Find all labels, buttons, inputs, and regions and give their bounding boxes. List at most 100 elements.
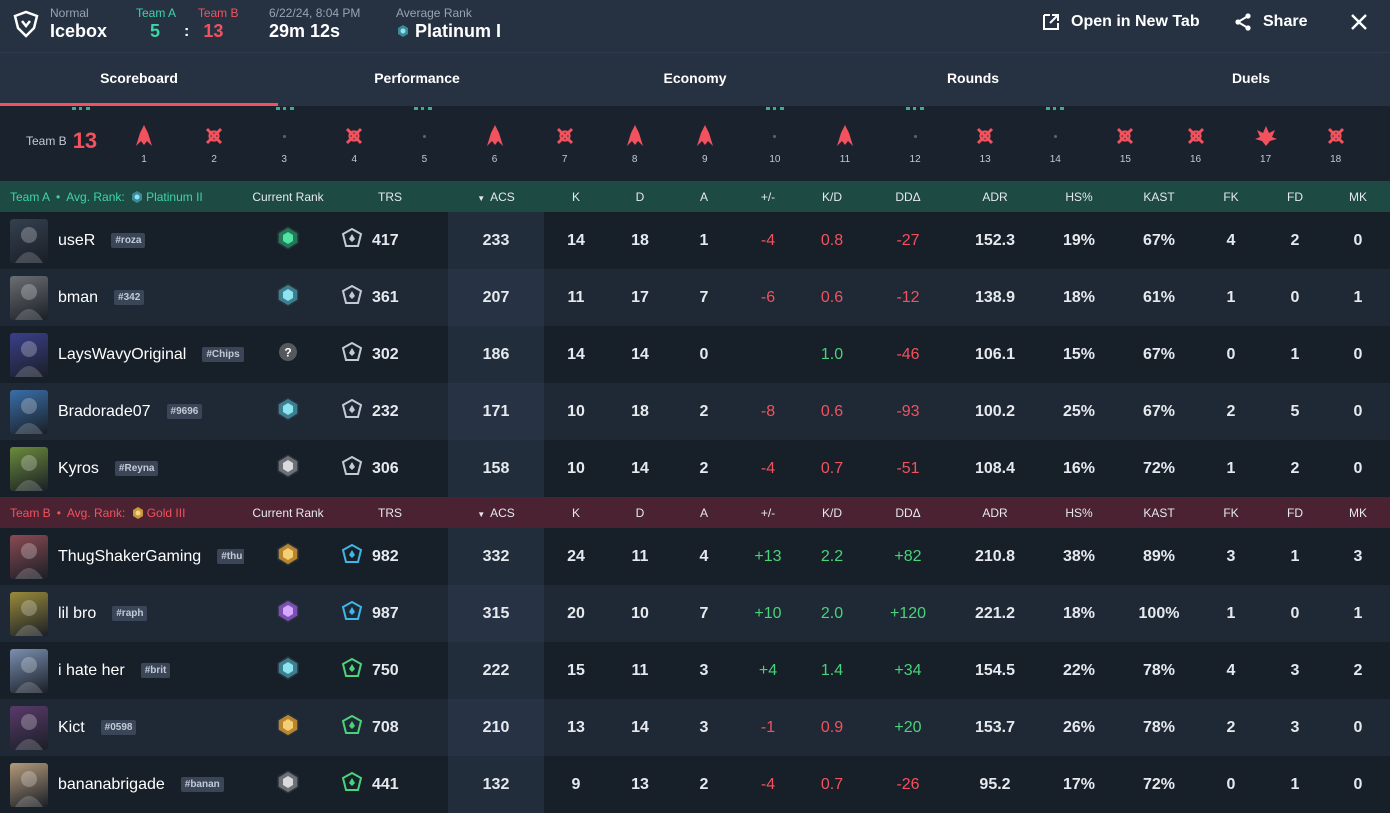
round-10[interactable]: 10 <box>755 122 795 165</box>
round-8[interactable]: 8 <box>615 122 655 165</box>
acs-value: 207 <box>448 269 544 326</box>
tab-scoreboard[interactable]: Scoreboard <box>0 53 278 106</box>
first-kills-value: 1 <box>1226 459 1236 477</box>
round-7[interactable]: 7 <box>545 122 585 165</box>
round-12[interactable]: 12 <box>895 122 935 165</box>
col-fk[interactable]: FK <box>1223 189 1239 204</box>
player-row[interactable]: Kyros #Reyna 306 158 10 14 2 -4 0.7 -51 108.4 16% 72… <box>0 440 1390 497</box>
col-adr[interactable]: ADR <box>982 505 1008 520</box>
player-row[interactable]: bananabrigade #banan 441 132 9 13 2 -4 0.7 -26 95.… <box>0 756 1390 813</box>
close-icon[interactable] <box>1350 12 1368 32</box>
player-cell[interactable]: Bradorade07 #9696 <box>0 389 244 434</box>
player-name[interactable]: Kict <box>58 718 85 736</box>
col-mk[interactable]: MK <box>1349 505 1367 520</box>
col-d[interactable]: D <box>635 189 645 204</box>
player-row[interactable]: i hate her #brit 750 222 15 11 3 +4 1.4 +34 154.5 2… <box>0 642 1390 699</box>
player-row[interactable]: bman #342 361 207 11 17 7 -6 0.6 -12 138.9 18% 61% 1 0… <box>0 269 1390 326</box>
col-d[interactable]: D <box>635 505 645 520</box>
player-name[interactable]: useR <box>58 231 96 249</box>
col-adr[interactable]: ADR <box>982 189 1008 204</box>
player-row[interactable]: lil bro #raph 987 315 20 10 7 +10 2.0 +120 221.2 18… <box>0 585 1390 642</box>
round-number: 3 <box>281 154 287 165</box>
open-new-tab-button[interactable]: Open in New Tab <box>1041 12 1200 32</box>
player-name[interactable]: lil bro <box>58 604 97 622</box>
round-4[interactable]: 4 <box>334 122 374 165</box>
player-cell[interactable]: ThugShakerGaming #thu <box>0 534 244 579</box>
col-trs[interactable]: TRS <box>378 505 402 520</box>
col-hs[interactable]: HS% <box>1065 189 1093 204</box>
player-cell[interactable]: bman #342 <box>0 275 244 320</box>
tab-economy[interactable]: Economy <box>663 70 727 86</box>
trs-value: 361 <box>372 288 399 306</box>
col-plus-minus[interactable]: +/- <box>760 189 776 204</box>
round-14[interactable]: 14 <box>1035 122 1075 165</box>
player-cell[interactable]: useR #roza <box>0 218 244 263</box>
col-dd[interactable]: DDΔ <box>895 505 921 520</box>
col-current-rank[interactable]: Current Rank <box>252 505 324 520</box>
col-a[interactable]: A <box>699 189 708 204</box>
player-row[interactable]: ThugShakerGaming #thu 982 332 24 11 4 +13 2.2 +82… <box>0 528 1390 585</box>
col-k[interactable]: K <box>571 189 580 204</box>
player-row[interactable]: useR #roza 417 233 14 18 1 -4 0.8 -27 152.3 19% 67% 4… <box>0 212 1390 269</box>
col-current-rank[interactable]: Current Rank <box>252 189 324 204</box>
round-3[interactable]: 3 <box>264 122 304 165</box>
round-18[interactable]: 18 <box>1316 122 1356 165</box>
round-11[interactable]: 11 <box>825 122 865 165</box>
player-cell[interactable]: lil bro #raph <box>0 591 244 636</box>
col-dd[interactable]: DDΔ <box>895 189 921 204</box>
col-mk[interactable]: MK <box>1349 189 1367 204</box>
player-name[interactable]: Bradorade07 <box>58 402 151 420</box>
kd-value: 0.9 <box>820 718 844 736</box>
col-k[interactable]: K <box>571 505 580 520</box>
multikills-value: 1 <box>1353 604 1363 622</box>
elimination-icon <box>194 122 234 150</box>
col-kast[interactable]: KAST <box>1143 189 1175 204</box>
round-17[interactable]: 17 <box>1246 122 1286 165</box>
player-cell[interactable]: bananabrigade #banan <box>0 762 244 807</box>
trs-value: 417 <box>372 231 399 249</box>
col-kd[interactable]: K/D <box>821 189 842 204</box>
col-a[interactable]: A <box>699 505 708 520</box>
round-16[interactable]: 16 <box>1176 122 1216 165</box>
col-fd[interactable]: FD <box>1287 505 1303 520</box>
platinum-rank-icon <box>244 282 332 313</box>
player-cell[interactable]: LaysWavyOriginal #Chips <box>0 332 244 377</box>
svg-text:?: ? <box>284 346 291 360</box>
col-trs[interactable]: TRS <box>378 189 402 204</box>
trs-value: 302 <box>372 345 399 363</box>
tab-rounds[interactable]: Rounds <box>946 70 1000 86</box>
col-kd[interactable]: K/D <box>821 505 842 520</box>
kd-value: 1.4 <box>820 661 844 679</box>
round-9[interactable]: 9 <box>685 122 725 165</box>
round-6[interactable]: 6 <box>475 122 515 165</box>
col-hs[interactable]: HS% <box>1065 505 1093 520</box>
col-acs[interactable]: ▼ ACS <box>477 505 515 520</box>
round-5[interactable]: 5 <box>404 122 444 165</box>
round-13[interactable]: 13 <box>965 122 1005 165</box>
player-row[interactable]: LaysWavyOriginal #Chips? 302 186 14 14 0 1.0 -46… <box>0 326 1390 383</box>
team-b-label: Team B <box>197 6 239 20</box>
player-row[interactable]: Bradorade07 #9696 232 171 10 18 2 -8 0.6 -93 100.2… <box>0 383 1390 440</box>
player-cell[interactable]: i hate her #brit <box>0 648 244 693</box>
player-row[interactable]: Kict #0598 708 210 13 14 3 -1 0.9 +20 153.7 26% 78% 2… <box>0 699 1390 756</box>
round-2[interactable]: 2 <box>194 122 234 165</box>
player-name[interactable]: Kyros <box>58 459 99 477</box>
player-cell[interactable]: Kict #0598 <box>0 705 244 750</box>
col-plus-minus[interactable]: +/- <box>760 505 776 520</box>
col-acs[interactable]: ▼ ACS <box>477 189 515 204</box>
col-kast[interactable]: KAST <box>1143 505 1175 520</box>
tab-duels[interactable]: Duels <box>1231 70 1271 86</box>
player-cell[interactable]: Kyros #Reyna <box>0 446 244 491</box>
player-name[interactable]: bananabrigade <box>58 775 165 793</box>
player-name[interactable]: ThugShakerGaming <box>58 547 202 565</box>
player-name[interactable]: LaysWavyOriginal <box>58 345 187 363</box>
player-name[interactable]: bman <box>58 288 99 306</box>
tab-performance[interactable]: Performance <box>374 70 460 86</box>
round-15[interactable]: 15 <box>1105 122 1145 165</box>
round-1[interactable]: 1 <box>124 122 164 165</box>
col-fk[interactable]: FK <box>1223 505 1239 520</box>
player-name[interactable]: i hate her <box>58 661 125 679</box>
game-mode: Normal <box>50 6 89 20</box>
share-button[interactable]: Share <box>1233 12 1307 32</box>
col-fd[interactable]: FD <box>1287 189 1303 204</box>
